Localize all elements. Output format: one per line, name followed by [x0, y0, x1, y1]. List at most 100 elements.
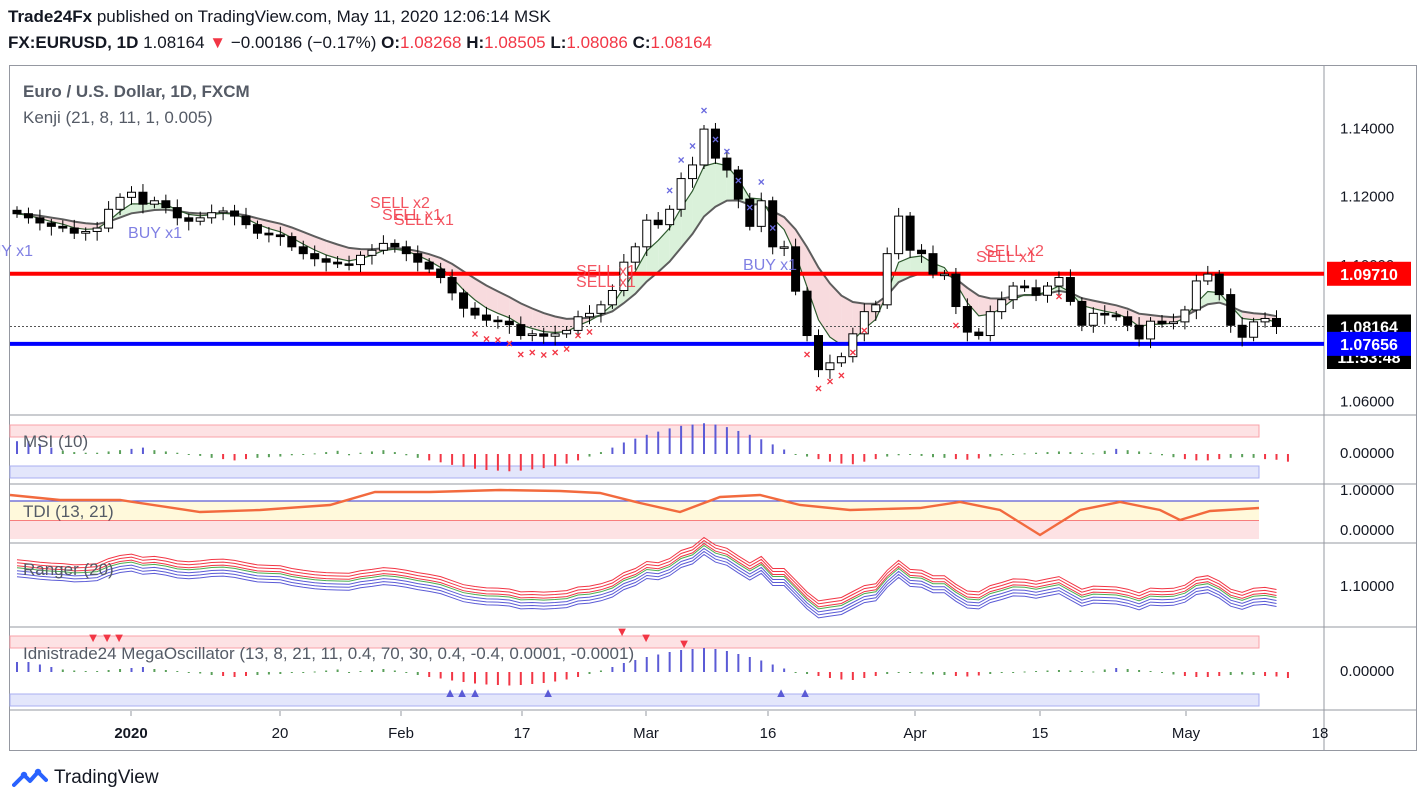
candle-body[interactable]: [550, 333, 560, 337]
candle-body[interactable]: [1203, 273, 1213, 282]
candle-body[interactable]: [814, 335, 823, 371]
candle-body[interactable]: [298, 246, 308, 255]
candle-body[interactable]: [1249, 321, 1259, 338]
candle-body[interactable]: [504, 320, 514, 326]
candle-body[interactable]: [161, 200, 171, 209]
candle-body[interactable]: [848, 333, 858, 358]
footer-brand[interactable]: TradingView: [54, 767, 159, 788]
candle-body[interactable]: [81, 230, 91, 234]
candle-body[interactable]: [241, 215, 251, 226]
candle-body[interactable]: [115, 196, 125, 210]
candle-body[interactable]: [1272, 317, 1281, 328]
candle-body[interactable]: [1031, 287, 1041, 296]
candle-body[interactable]: [836, 356, 846, 364]
candle-body[interactable]: [676, 178, 686, 210]
candle-body[interactable]: [459, 292, 469, 309]
candle-body[interactable]: [768, 200, 778, 248]
candle-body[interactable]: [1226, 294, 1236, 326]
candle-body[interactable]: [1054, 277, 1064, 287]
candle-body[interactable]: [1191, 280, 1201, 311]
candle-body[interactable]: [825, 362, 835, 371]
candle-body[interactable]: [1237, 324, 1247, 338]
candle-body[interactable]: [665, 208, 675, 226]
candle-body[interactable]: [149, 200, 159, 205]
candle-body[interactable]: [1020, 285, 1030, 289]
candle-body[interactable]: [585, 312, 594, 318]
candle-body[interactable]: [58, 225, 68, 229]
candle-body[interactable]: [195, 217, 205, 222]
candle-body[interactable]: [1134, 324, 1144, 340]
candle-body[interactable]: [218, 210, 228, 214]
candle-body[interactable]: [356, 254, 365, 266]
candle-body[interactable]: [596, 304, 606, 314]
candle-body[interactable]: [894, 215, 904, 255]
candle-body[interactable]: [710, 128, 720, 159]
candle-body[interactable]: [1260, 317, 1270, 323]
candle-body[interactable]: [390, 242, 400, 248]
candle-body[interactable]: [104, 208, 114, 229]
candle-body[interactable]: [310, 253, 320, 260]
candle-body[interactable]: [1043, 285, 1052, 296]
candle-body[interactable]: [46, 222, 56, 227]
candle-body[interactable]: [802, 290, 812, 337]
candle-body[interactable]: [378, 242, 388, 251]
candle-body[interactable]: [1168, 321, 1178, 325]
candle-body[interactable]: [35, 217, 45, 224]
candle-body[interactable]: [573, 316, 583, 331]
candle-body[interactable]: [333, 261, 343, 265]
candle-body[interactable]: [287, 236, 297, 248]
candle-body[interactable]: [562, 329, 572, 335]
candle-body[interactable]: [997, 299, 1007, 313]
candle-body[interactable]: [1157, 320, 1167, 325]
candle-body[interactable]: [413, 253, 423, 263]
candle-body[interactable]: [367, 249, 377, 256]
candle-body[interactable]: [172, 207, 182, 219]
candle-body[interactable]: [619, 261, 629, 291]
candle-body[interactable]: [127, 191, 136, 198]
candle-body[interactable]: [12, 209, 22, 215]
candle-body[interactable]: [722, 157, 732, 171]
candle-body[interactable]: [401, 246, 411, 255]
candle-body[interactable]: [184, 217, 194, 222]
candle-body[interactable]: [882, 253, 892, 306]
candle-body[interactable]: [756, 200, 766, 227]
candle-body[interactable]: [539, 333, 549, 337]
candle-body[interactable]: [1111, 314, 1121, 318]
candle-body[interactable]: [1065, 277, 1075, 302]
candle-body[interactable]: [1008, 285, 1018, 301]
candle-body[interactable]: [917, 249, 927, 255]
candle-body[interactable]: [23, 213, 33, 219]
candle-body[interactable]: [275, 234, 285, 238]
candle-body[interactable]: [699, 128, 709, 166]
candle-body[interactable]: [470, 307, 480, 316]
candle-body[interactable]: [1123, 316, 1133, 326]
candle-body[interactable]: [653, 219, 663, 226]
candle-body[interactable]: [92, 227, 102, 232]
candle-body[interactable]: [871, 304, 881, 313]
candle-body[interactable]: [1088, 312, 1098, 326]
candle-body[interactable]: [1214, 273, 1224, 296]
candle-body[interactable]: [905, 215, 915, 251]
candle-body[interactable]: [688, 164, 698, 180]
candle-body[interactable]: [630, 246, 640, 263]
candle-body[interactable]: [1100, 312, 1110, 316]
candle-body[interactable]: [230, 210, 240, 217]
candle-body[interactable]: [481, 314, 491, 321]
candle-body[interactable]: [951, 273, 961, 308]
candle-body[interactable]: [344, 263, 354, 266]
candle-body[interactable]: [928, 253, 938, 275]
candle-body[interactable]: [207, 212, 217, 219]
candle-body[interactable]: [962, 306, 972, 333]
candle-body[interactable]: [264, 232, 274, 236]
candle-body[interactable]: [436, 268, 446, 279]
candle-body[interactable]: [733, 169, 743, 200]
candle-body[interactable]: [859, 311, 869, 335]
candle-body[interactable]: [1077, 300, 1087, 326]
candle-body[interactable]: [493, 319, 503, 323]
tradingview-logo-icon[interactable]: [12, 767, 48, 789]
candle-body[interactable]: [607, 289, 617, 306]
publisher-name[interactable]: Trade24Fx: [8, 7, 93, 26]
candle-body[interactable]: [516, 324, 526, 337]
candle-body[interactable]: [252, 224, 262, 234]
